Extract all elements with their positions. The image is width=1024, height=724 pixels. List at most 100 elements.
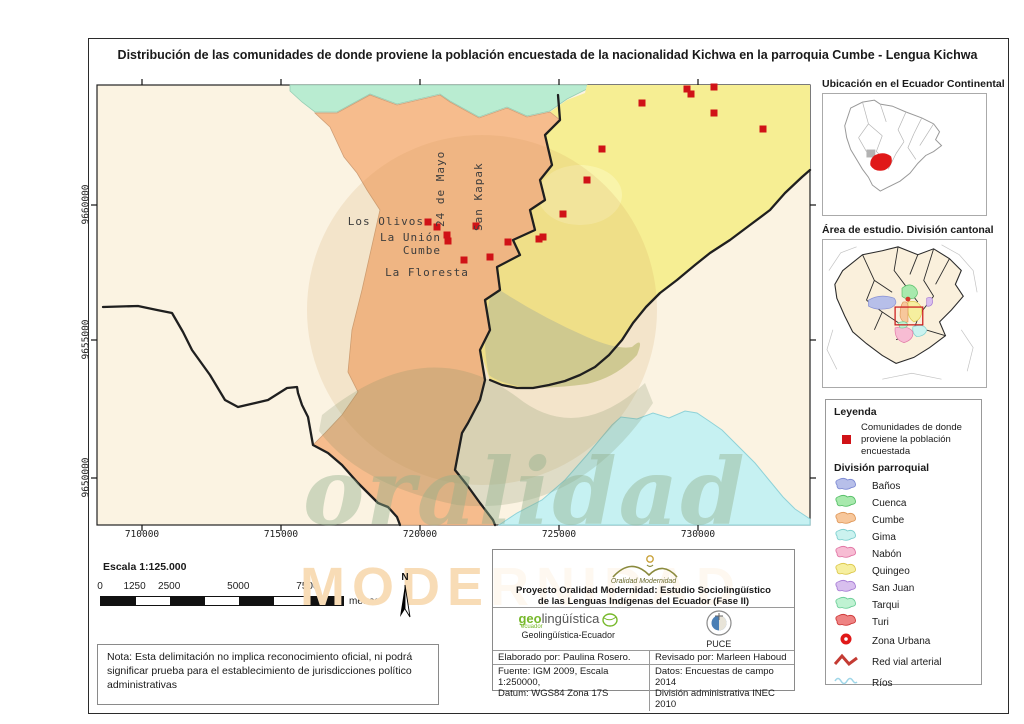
community-marker — [710, 109, 718, 117]
datos-line1: Datos: Encuestas de campo 2014 — [655, 666, 774, 688]
community-marker — [759, 125, 767, 133]
legend-parroquias: Baños Cuenca Cumbe Gima Nabón Quingeo San Juan… — [834, 477, 973, 631]
community-marker — [638, 99, 646, 107]
x-axis-label: 725000 — [541, 529, 577, 540]
parroquia-label: Cumbe — [872, 514, 905, 526]
parroquia-swatch-icon — [835, 528, 856, 541]
legend-item-river: Ríos — [834, 673, 973, 694]
legend-item-gima: Gima — [834, 528, 973, 546]
scale-unit: metros — [349, 596, 380, 607]
logo-watermark — [307, 135, 657, 507]
legend-item-urban: Zona Urbana — [834, 631, 973, 652]
legend-item-nabón: Nabón — [834, 545, 973, 563]
place-label: 24 de Mayo — [434, 151, 447, 227]
legend-communities: Comunidades de donde proviene la poblaci… — [834, 422, 973, 458]
x-axis-label: 720000 — [402, 529, 438, 540]
oralidad-logo-caption: Oralidad Modernidad — [610, 578, 677, 585]
geo-caption: Geolingüística-Ecuador — [521, 630, 616, 641]
parroquia-swatch-icon — [835, 562, 856, 575]
parroquia-swatch-icon — [835, 545, 856, 558]
parroquia-label: Tarqui — [872, 599, 900, 611]
symbol-label: Red vial arterial — [872, 656, 942, 668]
study-area-rect — [894, 306, 924, 326]
frame-ticks — [91, 79, 816, 531]
geo-logo-sub: ecuador — [521, 624, 543, 631]
river-icon — [834, 677, 858, 684]
region-quingeo-light — [538, 165, 622, 225]
parroquia-label: Nabón — [872, 548, 902, 560]
place-label: La Unión — [380, 231, 441, 244]
community-marker — [539, 233, 547, 241]
credits-logos-row: geolingüística ecuador Geolingüística-Ec… — [493, 607, 794, 650]
legend-division-title: División parroquial — [834, 461, 930, 474]
x-axis-label: 715000 — [263, 529, 299, 540]
north-arrow: N — [394, 572, 416, 618]
legend-item-turi: Turi — [834, 613, 973, 631]
community-marker — [472, 222, 480, 230]
legend-item-san-juan: San Juan — [834, 579, 973, 597]
place-label: San Kapak — [472, 162, 485, 231]
parroquia-swatch-icon — [835, 579, 856, 592]
symbol-label: Zona Urbana — [872, 635, 931, 647]
fuente-line1: Fuente: IGM 2009, Escala 1:250000, — [498, 666, 609, 688]
legend-item-road: Red vial arterial — [833, 652, 973, 673]
community-marker — [486, 253, 494, 261]
puce-caption: PUCE — [706, 639, 732, 649]
parroquia-label: Gima — [872, 531, 896, 543]
legend-item-cumbe: Cumbe — [834, 511, 973, 529]
community-marker — [710, 83, 718, 91]
y-axis-label: 9650000 — [80, 457, 92, 498]
parroquia-label: San Juan — [872, 582, 915, 594]
project-line2: de las Lenguas Indígenas del Ecuador (Fa… — [537, 596, 750, 608]
parroquia-swatch-icon — [835, 596, 856, 609]
scale-bar — [100, 596, 344, 606]
inset2-title: Área de estudio. División cantonal — [822, 224, 994, 236]
credits-row-authors: Elaborado por: Paulina Rosero. Revisado … — [493, 650, 794, 664]
north-arrow-icon — [400, 584, 411, 618]
geo-logo-text: geo — [518, 611, 542, 626]
page-title: Distribución de las comunidades de donde… — [117, 48, 978, 62]
scale-tick: 2500 — [158, 581, 181, 592]
community-marker — [424, 218, 432, 226]
place-label: Los Olivos — [348, 215, 424, 228]
legend-symbols: Zona Urbana Red vial arterial Ríos — [833, 631, 973, 694]
legend-title: Leyenda — [834, 406, 877, 418]
scale-bar-area: 0 1250 2500 5000 7500 metros — [97, 581, 397, 611]
datos-line2: División administrativa INEC 2010 — [655, 688, 775, 710]
main-map: Los Olivos La Unión Cumbe La Floresta 24 de … — [91, 79, 816, 531]
scale-tick: 5000 — [227, 581, 250, 592]
community-marker — [504, 238, 512, 246]
x-axis-label: 730000 — [680, 529, 716, 540]
community-marker — [598, 145, 606, 153]
note-box: Nota: Esta delimitación no implica recon… — [97, 644, 439, 705]
cantonal-inset-map — [822, 239, 987, 388]
community-marker — [687, 90, 695, 98]
parroquia-swatch-icon — [835, 477, 856, 490]
community-markers — [424, 83, 767, 264]
symbol-label: Ríos — [872, 677, 893, 689]
gray-province — [866, 149, 876, 158]
cantonal-inset-svg — [826, 244, 978, 380]
oralidad-logo-icon — [611, 555, 678, 578]
north-label: N — [401, 572, 409, 583]
scale-tick: 1250 — [123, 581, 146, 592]
scale-label: Escala 1:125.000 — [103, 561, 187, 573]
parroquia-swatch-icon — [835, 494, 856, 507]
puce-logo: PUCE — [644, 608, 795, 650]
legend-box: Leyenda Comunidades de donde proviene la… — [825, 399, 982, 689]
community-marker — [583, 176, 591, 184]
scale-tick: 0 — [97, 581, 103, 592]
credits-row-sources: Fuente: IGM 2009, Escala 1:250000, Datum… — [493, 664, 794, 711]
parroquia-swatch-icon — [835, 511, 856, 524]
parroquia-label: Baños — [872, 480, 901, 492]
project-line1: Proyecto Oralidad Modernidad: Estudio So… — [516, 585, 771, 596]
legend-item-tarqui: Tarqui — [834, 596, 973, 614]
y-axis-label: 9655000 — [80, 319, 92, 360]
legend-item-quingeo: Quingeo — [834, 562, 973, 580]
geo-logo-text2: lingüística — [541, 611, 600, 626]
community-marker — [683, 85, 691, 93]
inset1-title: Ubicación en el Ecuador Continental — [822, 78, 1005, 90]
road-icon — [833, 653, 858, 666]
region-quingeo — [480, 85, 810, 388]
